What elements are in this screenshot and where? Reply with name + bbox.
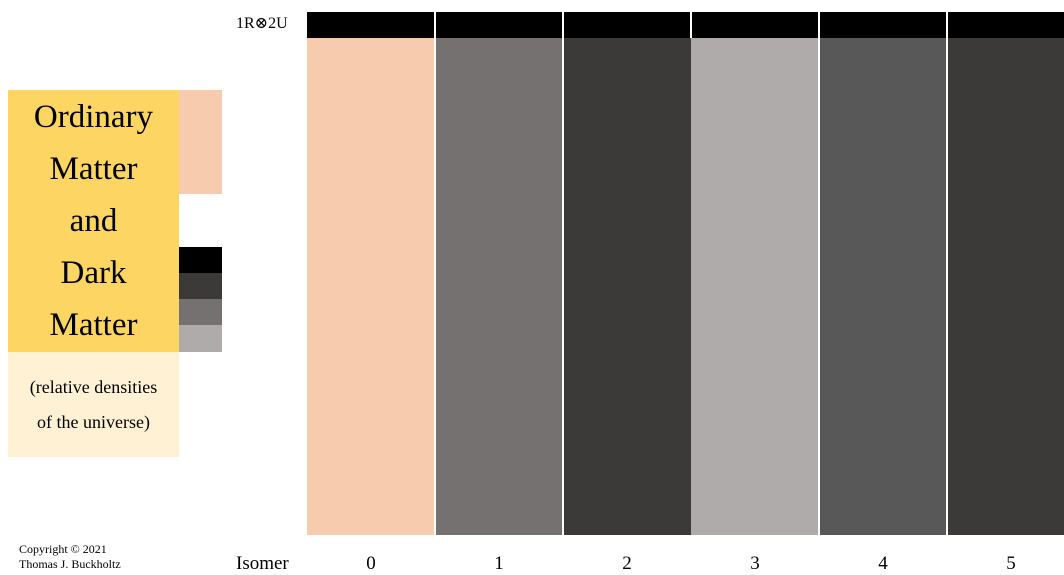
- top-bar-divider-5: [946, 12, 948, 38]
- dark-level-swatch-2: [179, 273, 222, 299]
- isomer-column-3: [691, 38, 819, 535]
- column-divider-1: [434, 38, 436, 535]
- title-line-1: Ordinary: [33, 99, 154, 135]
- title-line-3: and: [69, 203, 118, 239]
- copyright-line-2: Thomas J. Buckholtz: [19, 557, 121, 571]
- copyright-notice: Copyright © 2021 Thomas J. Buckholtz: [19, 542, 121, 572]
- isomer-column-1: [435, 38, 563, 535]
- column-divider-5: [946, 38, 948, 535]
- isomer-column-5: [947, 38, 1064, 535]
- isomer-column-0: [307, 38, 435, 535]
- top-bar-divider-3: [690, 12, 692, 38]
- isomer-column-2: [563, 38, 691, 535]
- top-bar-divider-2: [562, 12, 564, 38]
- ordinary-matter-swatch: [179, 90, 222, 194]
- top-bar-divider-4: [818, 12, 820, 38]
- isomer-label-2: 2: [622, 553, 632, 574]
- title-box: Ordinary Matter and Dark Matter: [8, 90, 179, 352]
- isomer-label-5: 5: [1006, 553, 1016, 574]
- isomer-label-3: 3: [750, 553, 760, 574]
- isomer-label-1: 1: [494, 553, 504, 574]
- subtitle-line-2: of the universe): [37, 411, 150, 432]
- dark-level-swatch-1: [179, 247, 222, 273]
- isomer-column-4: [819, 38, 947, 535]
- subtitle-line-1: (relative densities: [29, 376, 158, 397]
- subtitle-box: (relative densities of the universe): [8, 352, 179, 457]
- column-divider-4: [818, 38, 820, 535]
- dark-level-swatch-3: [179, 299, 222, 325]
- title-line-2: Matter: [49, 151, 138, 187]
- column-divider-2: [562, 38, 564, 535]
- top-bar-divider-1: [434, 12, 436, 38]
- top-bar-label: 1R⊗2U: [236, 15, 288, 32]
- dark-level-swatch-4: [179, 325, 222, 352]
- isomer-label-0: 0: [366, 553, 376, 574]
- copyright-line-1: Copyright © 2021: [19, 542, 107, 556]
- title-line-5: Matter: [49, 307, 138, 343]
- top-bar: [307, 12, 1064, 38]
- x-axis-label: Isomer: [236, 553, 289, 574]
- isomer-label-4: 4: [878, 553, 888, 574]
- title-line-4: Dark: [60, 255, 127, 291]
